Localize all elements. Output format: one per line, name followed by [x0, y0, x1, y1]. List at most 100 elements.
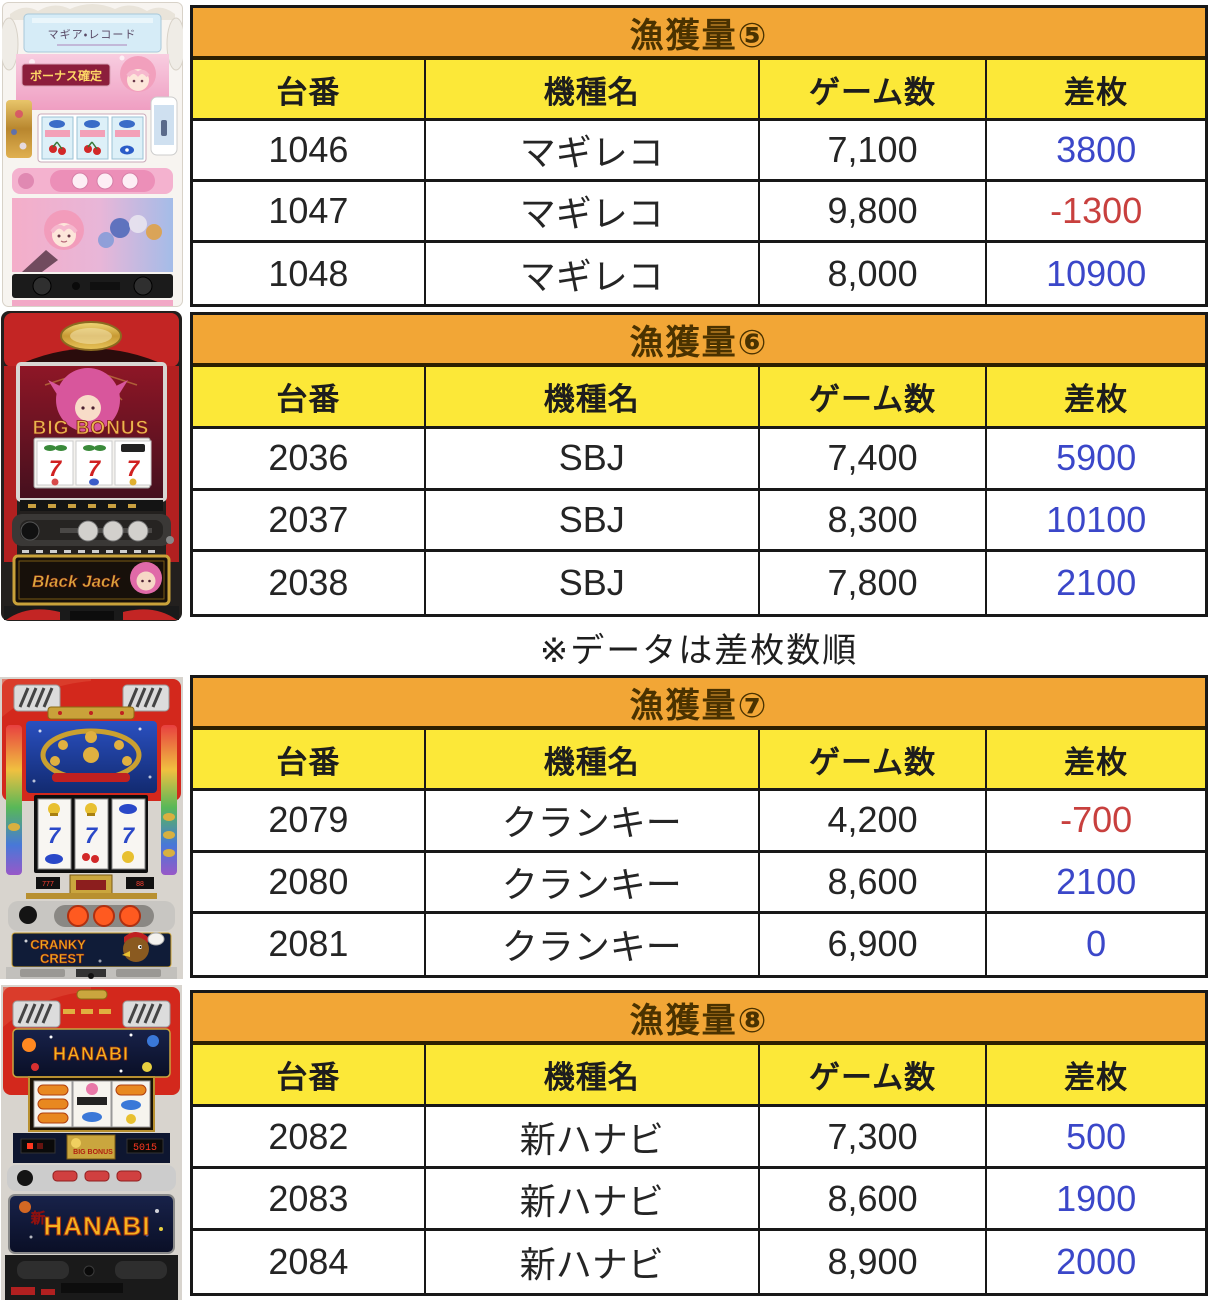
column-header-model: 機種名	[425, 60, 760, 121]
vent-right	[122, 684, 170, 712]
cell-games: 6,900	[759, 913, 988, 975]
cell-dai: 1048	[193, 243, 426, 304]
cell-model: 新ハナビ	[425, 1107, 760, 1169]
cell-diff: -700	[987, 791, 1205, 853]
table-title: 漁獲量⑧	[193, 993, 1205, 1045]
catch-table-8: 漁獲量⑧ 台番 機種名 ゲーム数 差枚 2082 新ハナビ 7,300 500 …	[190, 990, 1208, 1296]
column-header-diff: 差枚	[987, 1045, 1205, 1107]
cell-model: クランキー	[425, 913, 760, 975]
svg-text:777: 777	[42, 881, 54, 888]
catch-table-7: 漁獲量⑦ 台番 機種名 ゲーム数 差枚 2079 クランキー 4,200 -70…	[190, 675, 1208, 978]
vent-right	[122, 1000, 171, 1028]
reel-3	[111, 1080, 151, 1128]
cell-dai: 1046	[193, 121, 426, 182]
reel-1: 7	[37, 798, 72, 870]
title-panel	[12, 554, 171, 606]
seven-symbol: 7	[122, 823, 136, 848]
magia-record-illustration: マギア・レコード ボーナス確定	[2, 2, 183, 307]
cranky-crest-illustration: 7 7 7 777 88	[0, 677, 183, 979]
side-column-right	[166, 366, 179, 562]
plaque-text: BIG BONUS	[73, 1149, 113, 1156]
reel-1: 7	[36, 440, 74, 486]
column-header-dai: 台番	[193, 60, 426, 121]
machine-base	[12, 300, 173, 306]
top-badge	[76, 989, 108, 1000]
reel-3	[111, 116, 144, 160]
reel-2: 7	[74, 798, 109, 870]
cell-dai: 2084	[193, 1231, 426, 1293]
table-title: 漁獲量⑤	[193, 8, 1205, 60]
column-header-dai: 台番	[193, 1045, 426, 1107]
shin-prefix-text: 新	[30, 1210, 45, 1226]
table-grid: 台番 機種名 ゲーム数 差枚 2036 SBJ 7,400 5900 2037 …	[193, 367, 1205, 614]
side-art-panel	[6, 100, 32, 158]
column-header-dai: 台番	[193, 730, 426, 792]
cell-model: 新ハナビ	[425, 1169, 760, 1231]
led-display-right	[126, 1138, 164, 1154]
machine-photo-super-black-jack: BIG BONUS 7 7 7	[0, 310, 183, 622]
table-grid: 台番 機種名 ゲーム数 差枚 1046 マギレコ 7,100 3800 1047…	[193, 60, 1205, 304]
panel-character-face	[136, 571, 156, 591]
seven-symbol: 7	[85, 823, 99, 848]
cell-diff: 1900	[987, 1169, 1205, 1231]
reel-1	[33, 1080, 73, 1128]
cell-games: 7,100	[759, 121, 988, 182]
cell-diff: 500	[987, 1107, 1205, 1169]
reel-1	[41, 116, 74, 160]
cell-diff: 5900	[987, 428, 1205, 491]
cell-diff: 10900	[987, 243, 1205, 304]
side-strip-left	[6, 725, 22, 875]
reel-2: 7	[75, 440, 113, 486]
cell-dai: 2082	[193, 1107, 426, 1169]
speaker-left	[17, 1261, 69, 1279]
seven-symbol: 7	[127, 456, 141, 481]
cell-dai: 2081	[193, 913, 426, 975]
column-header-diff: 差枚	[987, 367, 1205, 429]
table-title: 漁獲量⑥	[193, 315, 1205, 367]
cell-model: クランキー	[425, 852, 760, 914]
cell-diff: 3800	[987, 121, 1205, 182]
side-column-left	[4, 366, 17, 562]
hanabi-logo-text: HANABI	[43, 1211, 150, 1241]
cell-games: 8,600	[759, 852, 988, 914]
catch-table-5: 漁獲量⑤ 台番 機種名 ゲーム数 差枚 1046 マギレコ 7,100 3800…	[190, 5, 1208, 307]
cranky-text: CRANKY	[30, 937, 86, 952]
column-header-model: 機種名	[425, 367, 760, 429]
table-grid: 台番 機種名 ゲーム数 差枚 2082 新ハナビ 7,300 500 2083 …	[193, 1045, 1205, 1293]
firework-red	[31, 1063, 39, 1071]
cell-games: 8,000	[759, 243, 988, 304]
column-header-games: ゲーム数	[759, 60, 988, 121]
shin-hanabi-illustration: HANABI 50	[1, 985, 182, 1300]
cell-diff: -1300	[987, 182, 1205, 243]
cell-dai: 2036	[193, 428, 426, 491]
jog-ball	[20, 521, 40, 541]
reel-3: 7	[111, 798, 146, 870]
table-title: 漁獲量⑦	[193, 678, 1205, 730]
column-header-model: 機種名	[425, 1045, 760, 1107]
cell-dai: 2038	[193, 552, 426, 614]
column-header-games: ゲーム数	[759, 1045, 988, 1107]
cell-dai: 2080	[193, 852, 426, 914]
cell-games: 7,400	[759, 428, 988, 491]
sort-order-note: ※データは差枚数順	[539, 631, 859, 670]
seven-symbol: 7	[49, 456, 63, 481]
jog-ball	[19, 906, 37, 924]
cell-games: 8,900	[759, 1231, 988, 1293]
big-bonus-text: BIG BONUS	[33, 418, 150, 439]
firework-yellow	[142, 1062, 152, 1072]
hanabi-marquee-text: HANABI	[53, 1044, 129, 1064]
cell-games: 8,300	[759, 490, 988, 553]
crest-text: CREST	[40, 951, 84, 966]
title-panel	[8, 1194, 175, 1254]
reel-2	[76, 116, 109, 160]
led-value: 5015	[133, 1143, 157, 1154]
cell-model: マギレコ	[425, 182, 760, 243]
super-black-jack-illustration: BIG BONUS 7 7 7	[1, 311, 182, 621]
cell-model: マギレコ	[425, 121, 760, 182]
machine-photo-cranky-crest: 7 7 7 777 88	[0, 677, 183, 979]
column-header-model: 機種名	[425, 730, 760, 792]
cell-diff: 10100	[987, 490, 1205, 553]
speaker-right	[115, 1261, 167, 1279]
cell-dai: 1047	[193, 182, 426, 243]
